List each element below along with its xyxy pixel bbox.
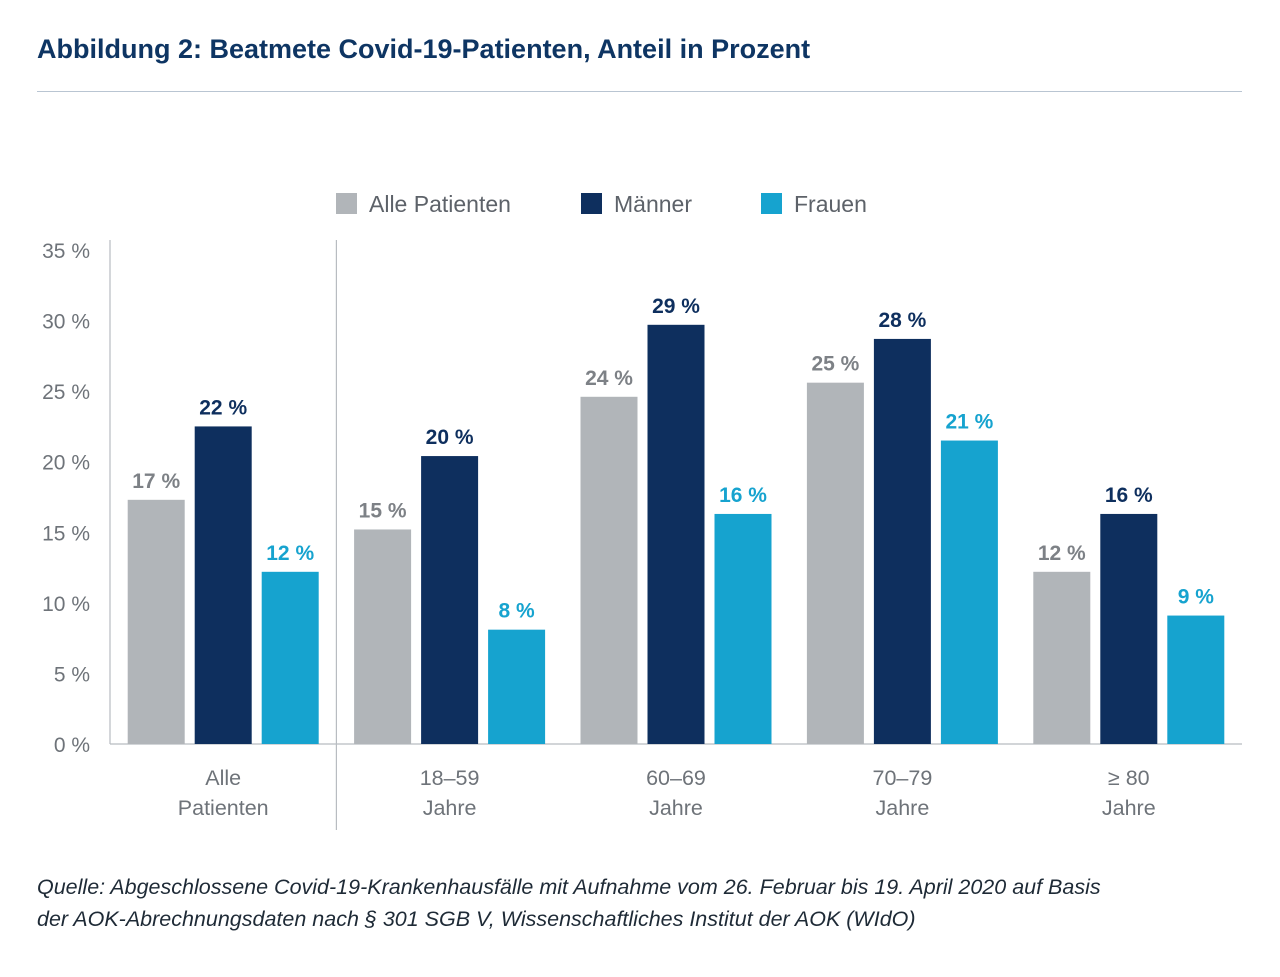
y-tick-label: 20 %	[42, 452, 90, 475]
bar	[261, 571, 319, 744]
source-line-1: Quelle: Abgeschlossene Covid-19-Krankenh…	[37, 875, 1101, 899]
x-tick-label: Patienten	[178, 796, 269, 820]
y-tick-label: 30 %	[42, 311, 90, 334]
data-label: 20 %	[426, 426, 474, 449]
data-label: 12 %	[266, 542, 314, 565]
data-label: 16 %	[1105, 484, 1153, 507]
title-divider	[37, 91, 1242, 92]
y-tick-label: 5 %	[54, 663, 90, 686]
x-tick-label: 70–79	[873, 766, 933, 790]
x-tick-label: 18–59	[420, 766, 480, 790]
x-tick-label: Jahre	[423, 796, 477, 820]
legend-swatch	[761, 193, 782, 214]
bar	[421, 456, 479, 744]
y-tick-label: 10 %	[42, 593, 90, 616]
x-tick-label: Jahre	[876, 796, 930, 820]
data-label: 12 %	[1038, 542, 1086, 565]
bar	[1167, 615, 1225, 744]
bar	[488, 629, 546, 744]
data-label: 22 %	[199, 396, 247, 419]
bar	[940, 440, 998, 744]
bar	[1033, 571, 1091, 744]
bar	[194, 426, 252, 744]
y-tick-label: 0 %	[54, 734, 90, 757]
chart-title: Abbildung 2: Beatmete Covid-19-Patienten…	[37, 34, 811, 64]
bar	[647, 324, 705, 744]
source-note: Quelle: Abgeschlossene Covid-19-Krankenh…	[37, 871, 1252, 935]
data-label: 16 %	[719, 484, 767, 507]
bars	[127, 324, 1225, 744]
data-label: 9 %	[1178, 586, 1215, 609]
data-labels: 17 % 15 % 24 % 25 % 12 % 22 % 20 % 29 % 28 % 16 %…	[132, 295, 1214, 623]
legend-label: Frauen	[794, 191, 867, 217]
chart-axes: 0 % 5 % 10 % 15 % 20 % 25 % 30 % 35 % Alle Patien…	[42, 240, 1242, 830]
bar	[580, 396, 638, 744]
legend-swatch	[336, 193, 357, 214]
data-label: 24 %	[585, 367, 633, 390]
data-label: 29 %	[652, 295, 700, 318]
y-tick-label: 35 %	[42, 240, 90, 263]
data-label: 17 %	[132, 470, 180, 493]
data-label: 21 %	[945, 411, 993, 434]
data-label: 25 %	[811, 353, 859, 376]
bar	[806, 382, 864, 744]
x-tick-label: Alle	[205, 766, 241, 790]
bar	[127, 499, 185, 744]
x-tick-label: Jahre	[649, 796, 703, 820]
bar	[354, 529, 412, 744]
data-label: 15 %	[359, 499, 407, 522]
x-tick-label: ≥ 80	[1108, 766, 1150, 790]
data-label: 28 %	[878, 309, 926, 332]
source-line-2: der AOK-Abrechnungsdaten nach § 301 SGB …	[37, 907, 916, 931]
bar	[1100, 513, 1158, 744]
y-tick-label: 25 %	[42, 381, 90, 404]
legend: Alle Patienten Männer Frauen	[336, 191, 867, 217]
legend-swatch	[581, 193, 602, 214]
x-tick-label: 60–69	[646, 766, 706, 790]
data-label: 8 %	[499, 600, 536, 623]
bar-chart: Alle Patienten Männer Frauen 0 % 5 % 10 % 15 …	[42, 191, 1242, 830]
bar	[714, 513, 772, 744]
y-tick-label: 15 %	[42, 522, 90, 545]
legend-label: Alle Patienten	[369, 191, 511, 217]
legend-label: Männer	[614, 191, 692, 217]
x-tick-label: Jahre	[1102, 796, 1156, 820]
bar	[873, 338, 931, 744]
